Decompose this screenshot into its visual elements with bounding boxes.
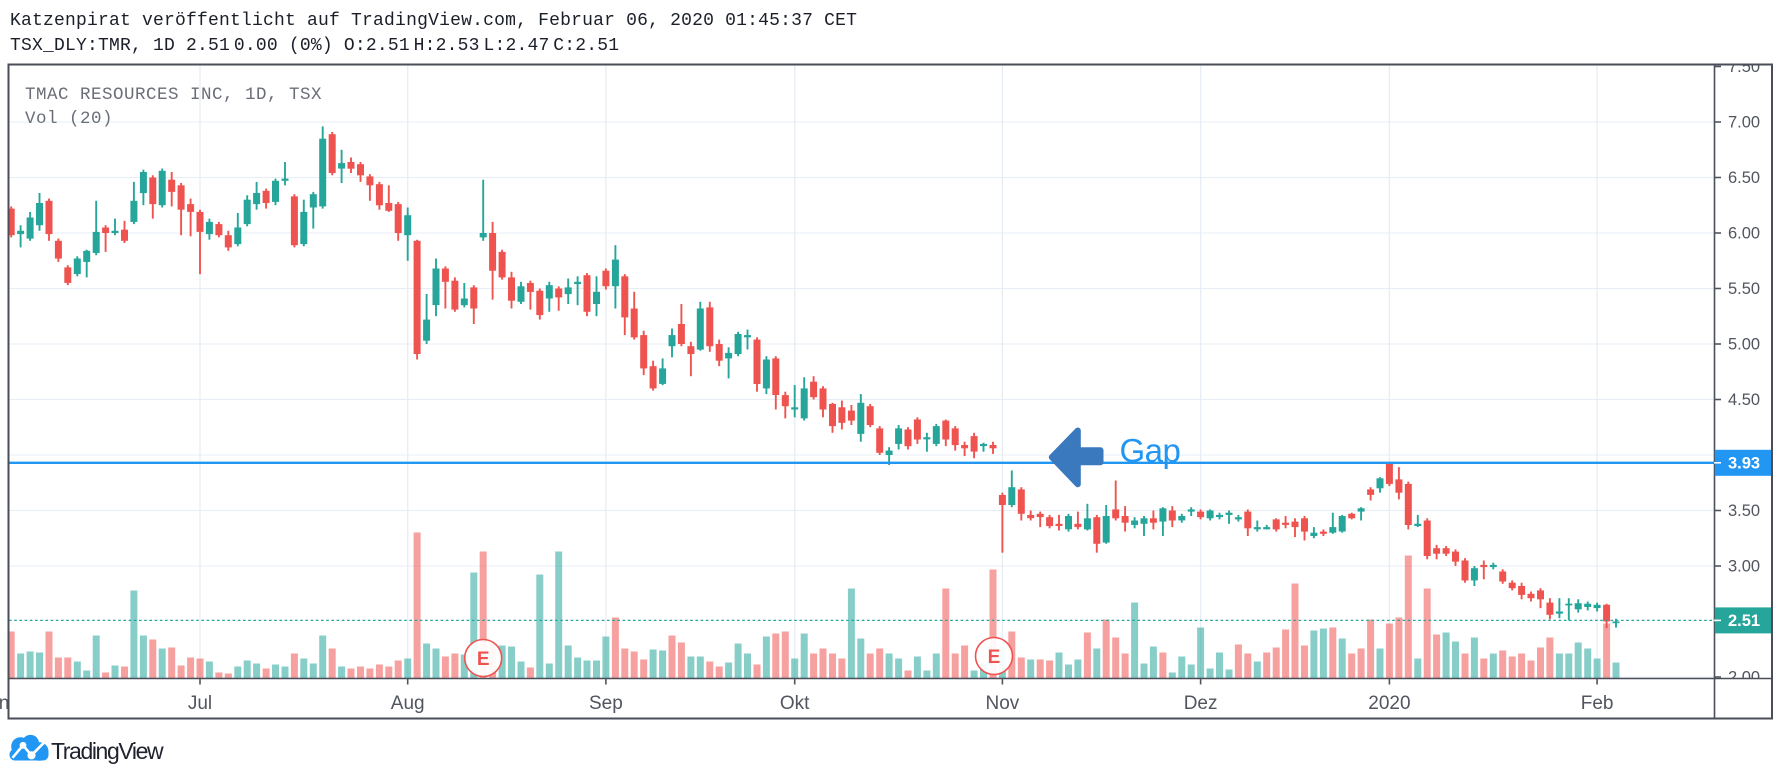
svg-text:3.50: 3.50	[1728, 502, 1760, 520]
svg-text:Okt: Okt	[780, 693, 810, 714]
svg-text:Jul: Jul	[188, 693, 212, 714]
svg-text:Gap: Gap	[1120, 432, 1181, 469]
svg-text:5.50: 5.50	[1728, 280, 1760, 298]
svg-text:3.93: 3.93	[1728, 454, 1760, 472]
svg-text:3.00: 3.00	[1728, 558, 1760, 576]
svg-text:E: E	[477, 649, 490, 670]
svg-text:Jun: Jun	[0, 693, 9, 714]
svg-text:Nov: Nov	[986, 693, 1020, 714]
svg-text:7.00: 7.00	[1728, 114, 1760, 132]
svg-text:Sep: Sep	[589, 693, 623, 714]
svg-text:6.50: 6.50	[1728, 169, 1760, 187]
svg-text:7.50: 7.50	[1728, 58, 1760, 76]
svg-text:5.00: 5.00	[1728, 336, 1760, 354]
svg-text:2.00: 2.00	[1728, 669, 1760, 687]
svg-text:2.51: 2.51	[1728, 612, 1760, 630]
svg-text:TradingView: TradingView	[51, 738, 164, 764]
svg-text:Vol (20): Vol (20)	[25, 109, 113, 129]
svg-text:Aug: Aug	[391, 693, 425, 714]
svg-text:2020: 2020	[1368, 693, 1410, 714]
svg-text:Feb: Feb	[1581, 693, 1614, 714]
svg-text:Dez: Dez	[1184, 693, 1218, 714]
svg-text:4.50: 4.50	[1728, 391, 1760, 409]
svg-text:6.00: 6.00	[1728, 225, 1760, 243]
svg-text:E: E	[988, 647, 1001, 668]
svg-text:TMAC RESOURCES INC, 1D, TSX: TMAC RESOURCES INC, 1D, TSX	[25, 85, 322, 105]
